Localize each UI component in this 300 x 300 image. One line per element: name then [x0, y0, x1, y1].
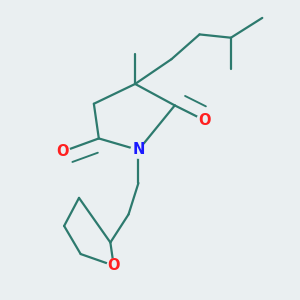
Text: N: N [132, 142, 145, 158]
Text: O: O [107, 258, 120, 273]
Text: O: O [198, 113, 211, 128]
Text: O: O [56, 144, 69, 159]
